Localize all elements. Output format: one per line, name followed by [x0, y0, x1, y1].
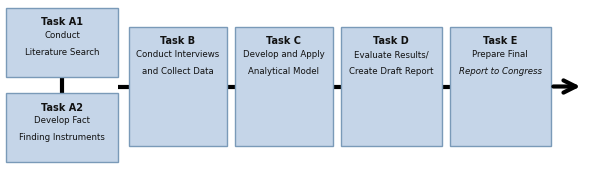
Text: Task A1: Task A1 [41, 17, 83, 27]
Text: Analytical Model: Analytical Model [249, 67, 319, 76]
Text: Report to Congress: Report to Congress [459, 67, 542, 76]
FancyBboxPatch shape [450, 27, 551, 146]
FancyBboxPatch shape [235, 27, 333, 146]
Text: Literature Search: Literature Search [25, 48, 99, 57]
Text: and Collect Data: and Collect Data [142, 67, 214, 76]
Text: Task E: Task E [483, 36, 517, 46]
FancyBboxPatch shape [341, 27, 442, 146]
Text: Task C: Task C [266, 36, 301, 46]
FancyBboxPatch shape [129, 27, 227, 146]
Text: Task B: Task B [160, 36, 195, 46]
Text: Task A2: Task A2 [41, 103, 83, 113]
Text: Conduct: Conduct [44, 31, 80, 40]
Text: Task D: Task D [374, 36, 409, 46]
Text: Develop Fact: Develop Fact [34, 116, 90, 125]
Text: Evaluate Results/: Evaluate Results/ [354, 50, 429, 59]
FancyBboxPatch shape [6, 8, 118, 77]
Text: Conduct Interviews: Conduct Interviews [136, 50, 220, 59]
Text: Prepare Final: Prepare Final [472, 50, 528, 59]
Text: Finding Instruments: Finding Instruments [19, 133, 105, 142]
FancyBboxPatch shape [6, 93, 118, 162]
Text: Develop and Apply: Develop and Apply [243, 50, 325, 59]
Text: Create Draft Report: Create Draft Report [349, 67, 433, 76]
